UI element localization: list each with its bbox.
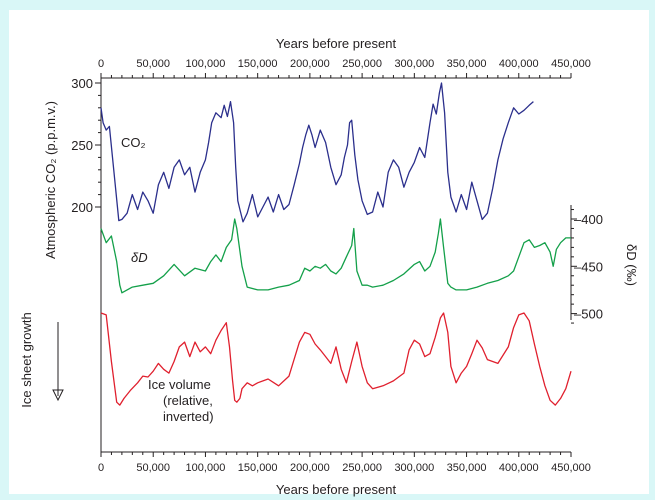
bottom-x-axis-label: Years before present	[276, 482, 397, 497]
ice-label-line3: inverted)	[163, 409, 214, 424]
ice-label-line2: (relative,	[163, 393, 213, 408]
top-x-tick-label: 300,000	[394, 58, 434, 70]
bottom-x-tick-label: 400,000	[499, 462, 539, 474]
top-x-tick-label: 0	[98, 58, 104, 70]
co2-series-line	[100, 82, 534, 223]
top-x-tick-label: 450,000	[551, 58, 591, 70]
right-y-axis-label: δD (‰)	[624, 244, 639, 286]
ice-label-line1: Ice volume	[148, 377, 211, 392]
ticks-layer: 0 0 50,000 50,000 100,000 100,000 150,000 150,0…	[71, 58, 603, 474]
right-y-tick-label: –450	[574, 259, 603, 274]
top-x-tick-label: 50,000	[136, 58, 170, 70]
dd-series-label: δD	[131, 250, 148, 265]
right-y-tick-label: –500	[574, 307, 603, 322]
bottom-x-tick-label: 200,000	[290, 462, 330, 474]
top-x-tick-label: 400,000	[499, 58, 539, 70]
bottom-x-tick-label: 450,000	[551, 462, 591, 474]
co2-series-label: CO₂	[121, 135, 146, 150]
bottom-x-tick-label: 300,000	[394, 462, 434, 474]
top-x-tick-label: 100,000	[186, 58, 226, 70]
bottom-x-tick-label: 50,000	[136, 462, 170, 474]
down-arrow-icon	[52, 389, 64, 402]
bottom-x-tick-label: 0	[98, 462, 104, 474]
right-y-tick-label: –400	[574, 212, 603, 227]
deuterium-series-line	[100, 218, 571, 294]
left-y-tick-label: 300	[71, 76, 93, 91]
top-x-tick-label: 350,000	[447, 58, 487, 70]
left-y-axis-label: Atmospheric CO₂ (p.p.m.v.)	[43, 101, 58, 259]
series-layer	[100, 82, 572, 406]
bottom-x-tick-label: 150,000	[238, 462, 278, 474]
left-y-tick-label: 250	[71, 138, 93, 153]
top-x-tick-label: 200,000	[290, 58, 330, 70]
bottom-x-tick-label: 100,000	[186, 462, 226, 474]
plot-panel	[9, 10, 649, 494]
bottom-x-tick-label: 250,000	[342, 462, 382, 474]
top-x-tick-label: 250,000	[342, 58, 382, 70]
bottom-x-tick-label: 350,000	[447, 462, 487, 474]
ice-sheet-growth-label: Ice sheet growth	[19, 312, 34, 407]
left-y-tick-label: 200	[71, 200, 93, 215]
top-x-tick-label: 150,000	[238, 58, 278, 70]
ice-volume-series-line	[100, 312, 572, 406]
top-x-axis-label: Years before present	[276, 36, 397, 51]
